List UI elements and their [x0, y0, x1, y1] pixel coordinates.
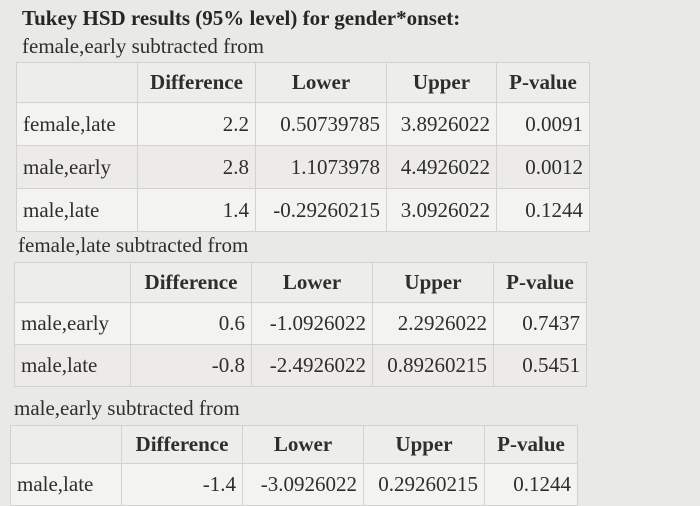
comparison-table: Difference Lower Upper P-value male,late…: [10, 425, 578, 506]
upper-cell: 3.8926022: [386, 102, 497, 146]
group-heading: male,early subtracted from: [14, 396, 240, 420]
lower-cell: -2.4926022: [251, 344, 373, 387]
p-value-cell: 0.0012: [496, 145, 590, 189]
row-label-header: [14, 262, 131, 303]
table-row: female,late 2.2 0.50739785 3.8926022 0.0…: [16, 102, 590, 146]
p-value-cell: 0.7437: [493, 302, 587, 345]
p-value-cell: 0.1244: [496, 188, 590, 232]
table-row: male,early 0.6 -1.0926022 2.2926022 0.74…: [14, 302, 587, 345]
upper-cell: 0.29260215: [363, 463, 485, 506]
row-label: male,early: [14, 302, 131, 345]
table-row: male,late -1.4 -3.0926022 0.29260215 0.1…: [10, 463, 578, 506]
column-header: Difference: [137, 62, 256, 103]
column-header: Upper: [372, 262, 494, 303]
table-header-row: Difference Lower Upper P-value: [14, 262, 587, 303]
column-header: Upper: [386, 62, 497, 103]
group-heading: female,early subtracted from: [22, 34, 264, 58]
column-header: Difference: [130, 262, 252, 303]
difference-cell: 2.8: [137, 145, 256, 189]
column-header: Lower: [255, 62, 387, 103]
difference-cell: -1.4: [121, 463, 243, 506]
column-header: Difference: [121, 425, 243, 464]
comparison-table: Difference Lower Upper P-value female,la…: [16, 62, 590, 232]
row-label: male,late: [14, 344, 131, 387]
upper-cell: 2.2926022: [372, 302, 494, 345]
table-row: male,late 1.4 -0.29260215 3.0926022 0.12…: [16, 188, 590, 232]
column-header: P-value: [493, 262, 587, 303]
difference-cell: 0.6: [130, 302, 252, 345]
table-header-row: Difference Lower Upper P-value: [16, 62, 590, 103]
group-heading: female,late subtracted from: [18, 233, 249, 257]
row-label: male,late: [16, 188, 138, 232]
upper-cell: 0.89260215: [372, 344, 494, 387]
column-header: Lower: [242, 425, 364, 464]
table-header-row: Difference Lower Upper P-value: [10, 425, 578, 464]
lower-cell: -0.29260215: [255, 188, 387, 232]
lower-cell: -3.0926022: [242, 463, 364, 506]
lower-cell: 0.50739785: [255, 102, 387, 146]
p-value-cell: 0.5451: [493, 344, 587, 387]
row-label: female,late: [16, 102, 138, 146]
row-label-header: [16, 62, 138, 103]
column-header: P-value: [484, 425, 578, 464]
column-header: Lower: [251, 262, 373, 303]
p-value-cell: 0.0091: [496, 102, 590, 146]
difference-cell: -0.8: [130, 344, 252, 387]
difference-cell: 1.4: [137, 188, 256, 232]
difference-cell: 2.2: [137, 102, 256, 146]
lower-cell: -1.0926022: [251, 302, 373, 345]
row-label-header: [10, 425, 122, 464]
column-header: P-value: [496, 62, 590, 103]
row-label: male,late: [10, 463, 122, 506]
upper-cell: 4.4926022: [386, 145, 497, 189]
comparison-table: Difference Lower Upper P-value male,earl…: [14, 262, 587, 387]
row-label: male,early: [16, 145, 138, 189]
table-row: male,early 2.8 1.1073978 4.4926022 0.001…: [16, 145, 590, 189]
column-header: Upper: [363, 425, 485, 464]
p-value-cell: 0.1244: [484, 463, 578, 506]
table-row: male,late -0.8 -2.4926022 0.89260215 0.5…: [14, 344, 587, 387]
lower-cell: 1.1073978: [255, 145, 387, 189]
upper-cell: 3.0926022: [386, 188, 497, 232]
results-title: Tukey HSD results (95% level) for gender…: [22, 6, 461, 30]
